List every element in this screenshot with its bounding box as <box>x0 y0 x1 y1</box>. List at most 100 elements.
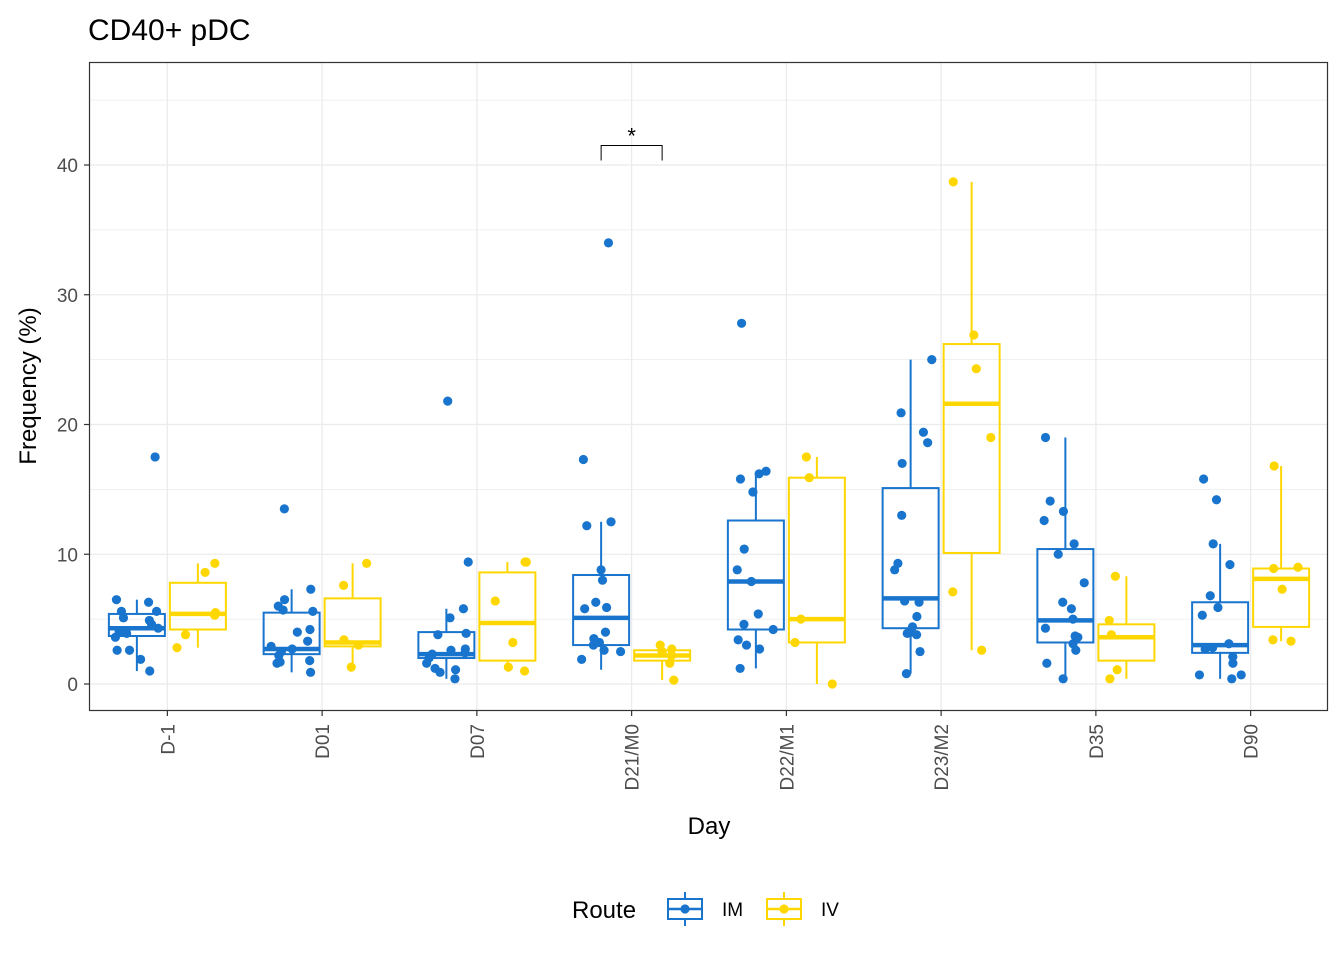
data-point-im <box>1225 560 1235 570</box>
data-point-im <box>897 510 907 520</box>
data-point-iv <box>339 635 349 645</box>
significance-annotations: * <box>600 124 663 161</box>
data-point-im <box>145 666 155 676</box>
box-body <box>168 581 227 631</box>
data-point-im <box>733 635 743 645</box>
data-point-im <box>1197 610 1207 620</box>
data-point-iv <box>1269 563 1279 574</box>
data-point-im <box>594 637 605 648</box>
data-point-im <box>1208 643 1218 653</box>
data-point-im <box>144 615 154 626</box>
data-point-im <box>433 630 443 640</box>
data-point-iv <box>971 364 981 374</box>
x-tick-label: D22/M1 <box>777 724 798 791</box>
box-body <box>881 487 940 630</box>
data-point-im <box>1058 597 1068 607</box>
box-iv-D-1 <box>168 563 227 648</box>
data-point-im <box>116 606 127 616</box>
data-point-im <box>110 632 120 642</box>
y-tick-label: 0 <box>67 675 78 696</box>
data-point-iv <box>200 567 210 578</box>
data-point-im <box>279 595 290 605</box>
box-body <box>726 519 785 631</box>
data-point-im <box>732 565 742 575</box>
data-point-im <box>735 663 745 674</box>
chart-title: CD40+ pDC <box>88 14 251 47</box>
box-iv-D07 <box>478 562 537 672</box>
data-point-iv <box>503 662 513 672</box>
data-point-im <box>596 565 606 575</box>
data-point-im <box>768 624 778 635</box>
data-point-iv <box>666 650 677 661</box>
data-point-im <box>1199 474 1209 484</box>
data-point-im <box>914 597 924 607</box>
data-points <box>110 177 1303 689</box>
data-point-im <box>890 565 900 575</box>
data-point-im <box>460 648 470 658</box>
box-body <box>1097 623 1156 662</box>
data-point-iv <box>667 644 677 654</box>
box-body <box>262 611 321 656</box>
data-point-iv <box>210 558 220 568</box>
data-point-im <box>151 606 162 616</box>
data-point-iv <box>508 637 518 648</box>
data-point-im <box>463 557 473 567</box>
data-point-iv <box>1104 615 1114 626</box>
data-point-im <box>578 454 588 465</box>
data-point-im <box>591 597 601 607</box>
data-point-im <box>112 645 122 655</box>
data-point-im <box>912 611 922 622</box>
x-tick-label: D35 <box>1087 724 1108 759</box>
data-point-im <box>305 667 316 677</box>
data-point-im <box>600 627 611 637</box>
x-axis-title: Day <box>688 813 731 840</box>
data-point-im <box>754 469 764 479</box>
data-point-im <box>430 663 440 674</box>
data-point-im <box>735 474 746 484</box>
data-point-iv <box>986 432 996 443</box>
data-point-im <box>122 628 132 638</box>
data-point-im <box>1045 496 1055 506</box>
data-point-im <box>1058 674 1068 684</box>
data-point-im <box>901 669 912 679</box>
data-point-im <box>308 606 318 616</box>
data-point-im <box>1208 539 1218 549</box>
data-point-im <box>1069 539 1079 549</box>
data-point-im <box>275 657 285 667</box>
box-body <box>1191 601 1250 654</box>
data-point-im <box>1228 658 1238 668</box>
data-point-im <box>923 438 933 448</box>
data-point-im <box>746 576 756 587</box>
legend-key-point <box>779 904 789 914</box>
y-tick-label: 10 <box>57 545 78 566</box>
data-point-im <box>907 622 918 632</box>
data-point-im <box>450 665 461 675</box>
x-tick-label: D90 <box>1242 724 1263 759</box>
legend-key-iv <box>766 892 802 926</box>
data-point-iv <box>519 666 530 676</box>
data-point-im <box>445 613 455 623</box>
data-point-im <box>1213 602 1223 613</box>
data-point-im <box>603 238 614 248</box>
data-point-iv <box>1112 665 1122 675</box>
gridlines <box>90 63 1328 710</box>
data-point-im <box>1200 644 1210 654</box>
data-point-im <box>896 408 906 418</box>
data-point-im <box>153 623 163 633</box>
data-point-im <box>461 628 471 638</box>
data-point-im <box>761 466 771 476</box>
data-point-im <box>292 627 302 637</box>
data-point-im <box>741 640 752 650</box>
data-point-im <box>615 646 626 657</box>
data-point-im <box>1071 645 1081 655</box>
data-point-im <box>1211 495 1222 505</box>
data-point-im <box>150 452 160 462</box>
data-point-im <box>753 609 763 619</box>
box-iv-D22/M1 <box>787 456 846 684</box>
data-point-iv <box>210 610 220 620</box>
legend-title: Route <box>572 897 636 924</box>
data-point-im <box>1058 506 1069 517</box>
boxes <box>107 181 1311 684</box>
data-point-iv <box>362 558 372 568</box>
